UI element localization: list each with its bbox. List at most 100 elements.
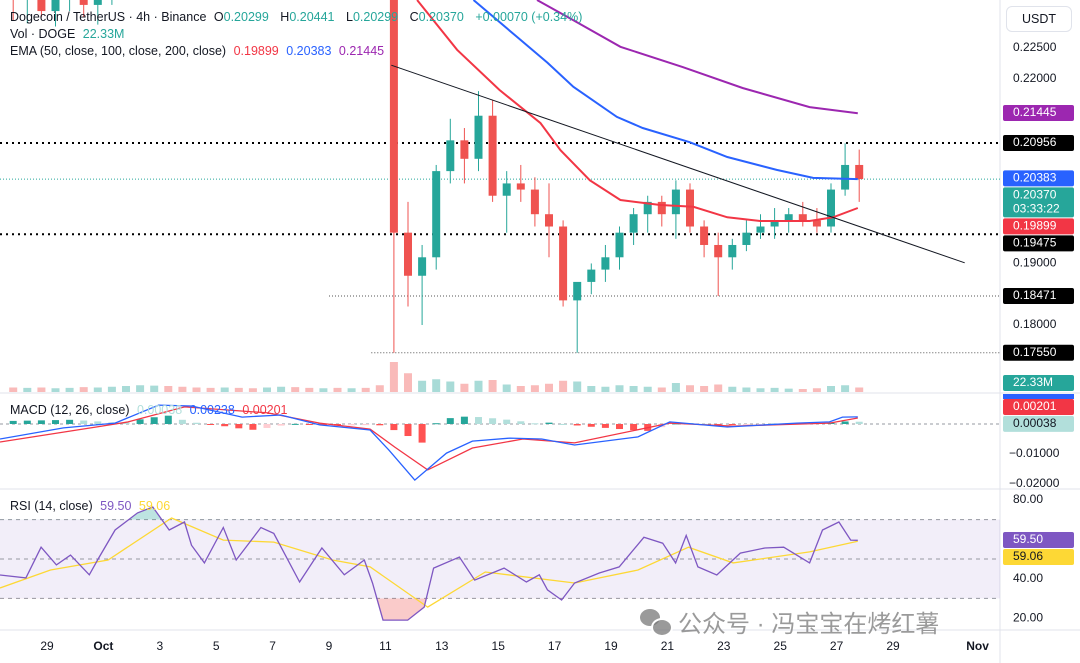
macd-tick-label: −0.02000	[1009, 476, 1060, 490]
volume-bar	[37, 387, 46, 392]
candle	[418, 257, 427, 276]
macd-histogram-bar	[66, 419, 74, 424]
rsi-legend: RSI (14, close) 59.50 59.06	[10, 498, 174, 515]
candle	[827, 189, 835, 227]
symbol-title[interactable]: Dogecoin / TetherUS · 4h · Binance	[10, 10, 207, 24]
volume-bar	[841, 385, 850, 392]
close-value: 0.20370	[418, 10, 464, 24]
candle	[671, 189, 680, 215]
time-tick-label: Oct	[93, 639, 113, 653]
volume-bar	[798, 389, 807, 392]
macd-histogram-bar	[489, 418, 497, 424]
macd-histogram-bar	[9, 420, 17, 424]
macd-histogram-bar	[122, 422, 130, 424]
candle	[728, 244, 737, 258]
macd-histogram-bar	[404, 424, 412, 437]
volume-bar	[502, 384, 511, 392]
macd-histogram-bar	[841, 421, 849, 424]
macd-line	[0, 404, 858, 482]
macd-histogram-bar	[249, 424, 257, 430]
time-tick-label: 25	[774, 639, 788, 653]
price-badge-bg	[1003, 187, 1074, 218]
macd-histogram-bar	[305, 424, 313, 425]
open-value: 0.20299	[223, 10, 269, 24]
macd-legend: MACD (12, 26, close) 0.00038 0.00238 0.0…	[10, 402, 292, 419]
volume-bar	[460, 383, 469, 392]
ema50-value: 0.19899	[233, 44, 279, 58]
ema-label[interactable]: EMA (50, close, 100, close, 200, close)	[10, 44, 227, 58]
candle	[643, 201, 652, 215]
price-tick-label: 0.22000	[1013, 71, 1057, 85]
rsi-label[interactable]: RSI (14, close)	[10, 499, 93, 513]
volume-bar	[545, 383, 553, 392]
volume-bar	[333, 387, 342, 392]
candle	[798, 214, 807, 221]
candle	[389, 0, 398, 233]
volume-bar	[347, 388, 356, 392]
rsi-badge: 59.50	[1013, 532, 1043, 546]
macd-badge-bg	[1003, 399, 1074, 415]
macd-histogram-bar	[531, 423, 539, 425]
volume-bar	[714, 384, 723, 392]
macd-histogram-bar	[587, 424, 595, 427]
symbol-legend: Dogecoin / TetherUS · 4h · Binance O0.20…	[10, 9, 586, 26]
rsi-tick-label: 40.00	[1013, 571, 1043, 585]
price-pane	[0, 0, 1000, 392]
volume-label[interactable]: Vol · DOGE	[10, 27, 76, 41]
rsi-badge-bg	[1003, 532, 1074, 548]
volume-bar	[277, 386, 286, 392]
volume-bar	[812, 388, 821, 392]
volume-bar	[700, 386, 709, 392]
candle	[714, 244, 723, 258]
macd-histogram-bar	[37, 420, 45, 424]
macd-histogram-bar	[742, 424, 750, 425]
price-badge: 0.17550	[1013, 345, 1057, 359]
macd-histogram-bar	[136, 419, 144, 424]
macd-histogram-bar	[207, 424, 215, 425]
volume-bar	[122, 386, 130, 392]
macd-histogram-bar	[348, 424, 356, 426]
macd-histogram-bar	[52, 420, 59, 424]
volume-bar	[488, 380, 497, 392]
price-badge-bg	[1003, 170, 1074, 187]
volume-bar	[657, 387, 666, 392]
macd-value: 0.00238	[189, 403, 235, 417]
macd-histogram-bar	[390, 424, 398, 431]
macd-label[interactable]: MACD (12, 26, close)	[10, 403, 130, 417]
macd-tick-label: −0.01000	[1009, 446, 1060, 460]
rsi-ma-value: 59.06	[138, 499, 171, 513]
volume-bar	[474, 380, 483, 392]
volume-bar	[418, 380, 427, 392]
candle	[615, 232, 624, 258]
volume-bar	[446, 381, 455, 392]
candle	[93, 0, 102, 5]
volume-bar	[23, 387, 32, 392]
change-value: +0.00070 (+0.34%)	[475, 10, 583, 24]
candle	[460, 140, 469, 159]
volume-badge-bg	[1003, 375, 1074, 391]
volume-bar	[192, 387, 201, 392]
rsi-tick-label: 20.00	[1013, 610, 1043, 624]
rsi-value: 59.50	[100, 499, 132, 513]
macd-histogram-bar	[728, 424, 736, 426]
macd-badge-bg	[1003, 415, 1074, 432]
macd-histogram-bar	[503, 419, 511, 424]
macd-histogram-bar	[178, 419, 186, 424]
macd-histogram-bar	[80, 420, 88, 424]
time-tick-label: 21	[661, 639, 675, 653]
volume-bar	[220, 387, 229, 392]
macd-histogram-bar	[164, 415, 172, 424]
candle	[79, 0, 88, 5]
rsi-ma-badge-bg	[1003, 549, 1074, 565]
volume-bar	[770, 387, 779, 392]
time-tick-label: 9	[326, 639, 333, 653]
price-badge-bg	[1003, 288, 1074, 305]
volume-bar	[686, 385, 694, 392]
price-tick-label: 0.18000	[1013, 317, 1057, 331]
macd-histogram-bar	[362, 424, 370, 426]
high-value: 0.20441	[289, 10, 335, 24]
time-tick-label: 5	[213, 639, 220, 653]
volume-legend: Vol · DOGE 22.33M	[10, 26, 128, 43]
currency-button[interactable]: USDT	[1006, 6, 1072, 32]
